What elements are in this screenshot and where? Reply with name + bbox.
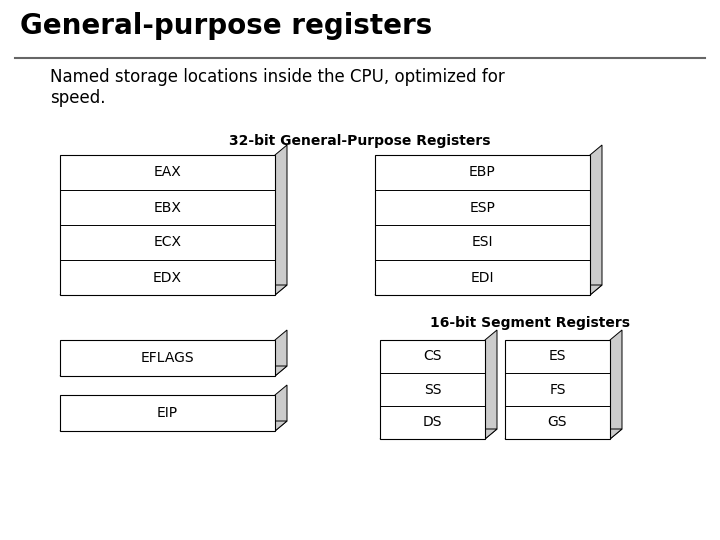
Polygon shape xyxy=(275,385,287,431)
Text: EDI: EDI xyxy=(471,271,494,285)
Text: ES: ES xyxy=(549,349,566,363)
Bar xyxy=(60,340,275,376)
Text: 16-bit Segment Registers: 16-bit Segment Registers xyxy=(430,316,630,330)
Text: EBX: EBX xyxy=(153,200,181,214)
Text: General-purpose registers: General-purpose registers xyxy=(20,12,432,40)
Text: Named storage locations inside the CPU, optimized for
speed.: Named storage locations inside the CPU, … xyxy=(50,68,505,107)
Bar xyxy=(505,340,610,439)
Text: ESP: ESP xyxy=(469,200,495,214)
Text: 32-bit General-Purpose Registers: 32-bit General-Purpose Registers xyxy=(229,134,491,148)
Bar xyxy=(375,155,590,295)
Polygon shape xyxy=(60,421,287,431)
Text: FS: FS xyxy=(549,382,566,396)
Text: SS: SS xyxy=(424,382,441,396)
Polygon shape xyxy=(60,285,287,295)
Polygon shape xyxy=(375,285,602,295)
Text: DS: DS xyxy=(423,415,442,429)
Text: GS: GS xyxy=(548,415,567,429)
Text: EBP: EBP xyxy=(469,165,496,179)
Polygon shape xyxy=(275,145,287,295)
Text: ECX: ECX xyxy=(153,235,181,249)
Polygon shape xyxy=(610,330,622,439)
Bar xyxy=(60,395,275,431)
Polygon shape xyxy=(60,366,287,376)
Text: EAX: EAX xyxy=(153,165,181,179)
Polygon shape xyxy=(485,330,497,439)
Polygon shape xyxy=(505,429,622,439)
Text: EIP: EIP xyxy=(157,406,178,420)
Polygon shape xyxy=(590,145,602,295)
Bar xyxy=(60,155,275,295)
Text: EDX: EDX xyxy=(153,271,182,285)
Text: CS: CS xyxy=(423,349,442,363)
Polygon shape xyxy=(275,330,287,376)
Text: ESI: ESI xyxy=(472,235,493,249)
Polygon shape xyxy=(380,429,497,439)
Bar xyxy=(380,340,485,439)
Text: EFLAGS: EFLAGS xyxy=(140,351,194,365)
